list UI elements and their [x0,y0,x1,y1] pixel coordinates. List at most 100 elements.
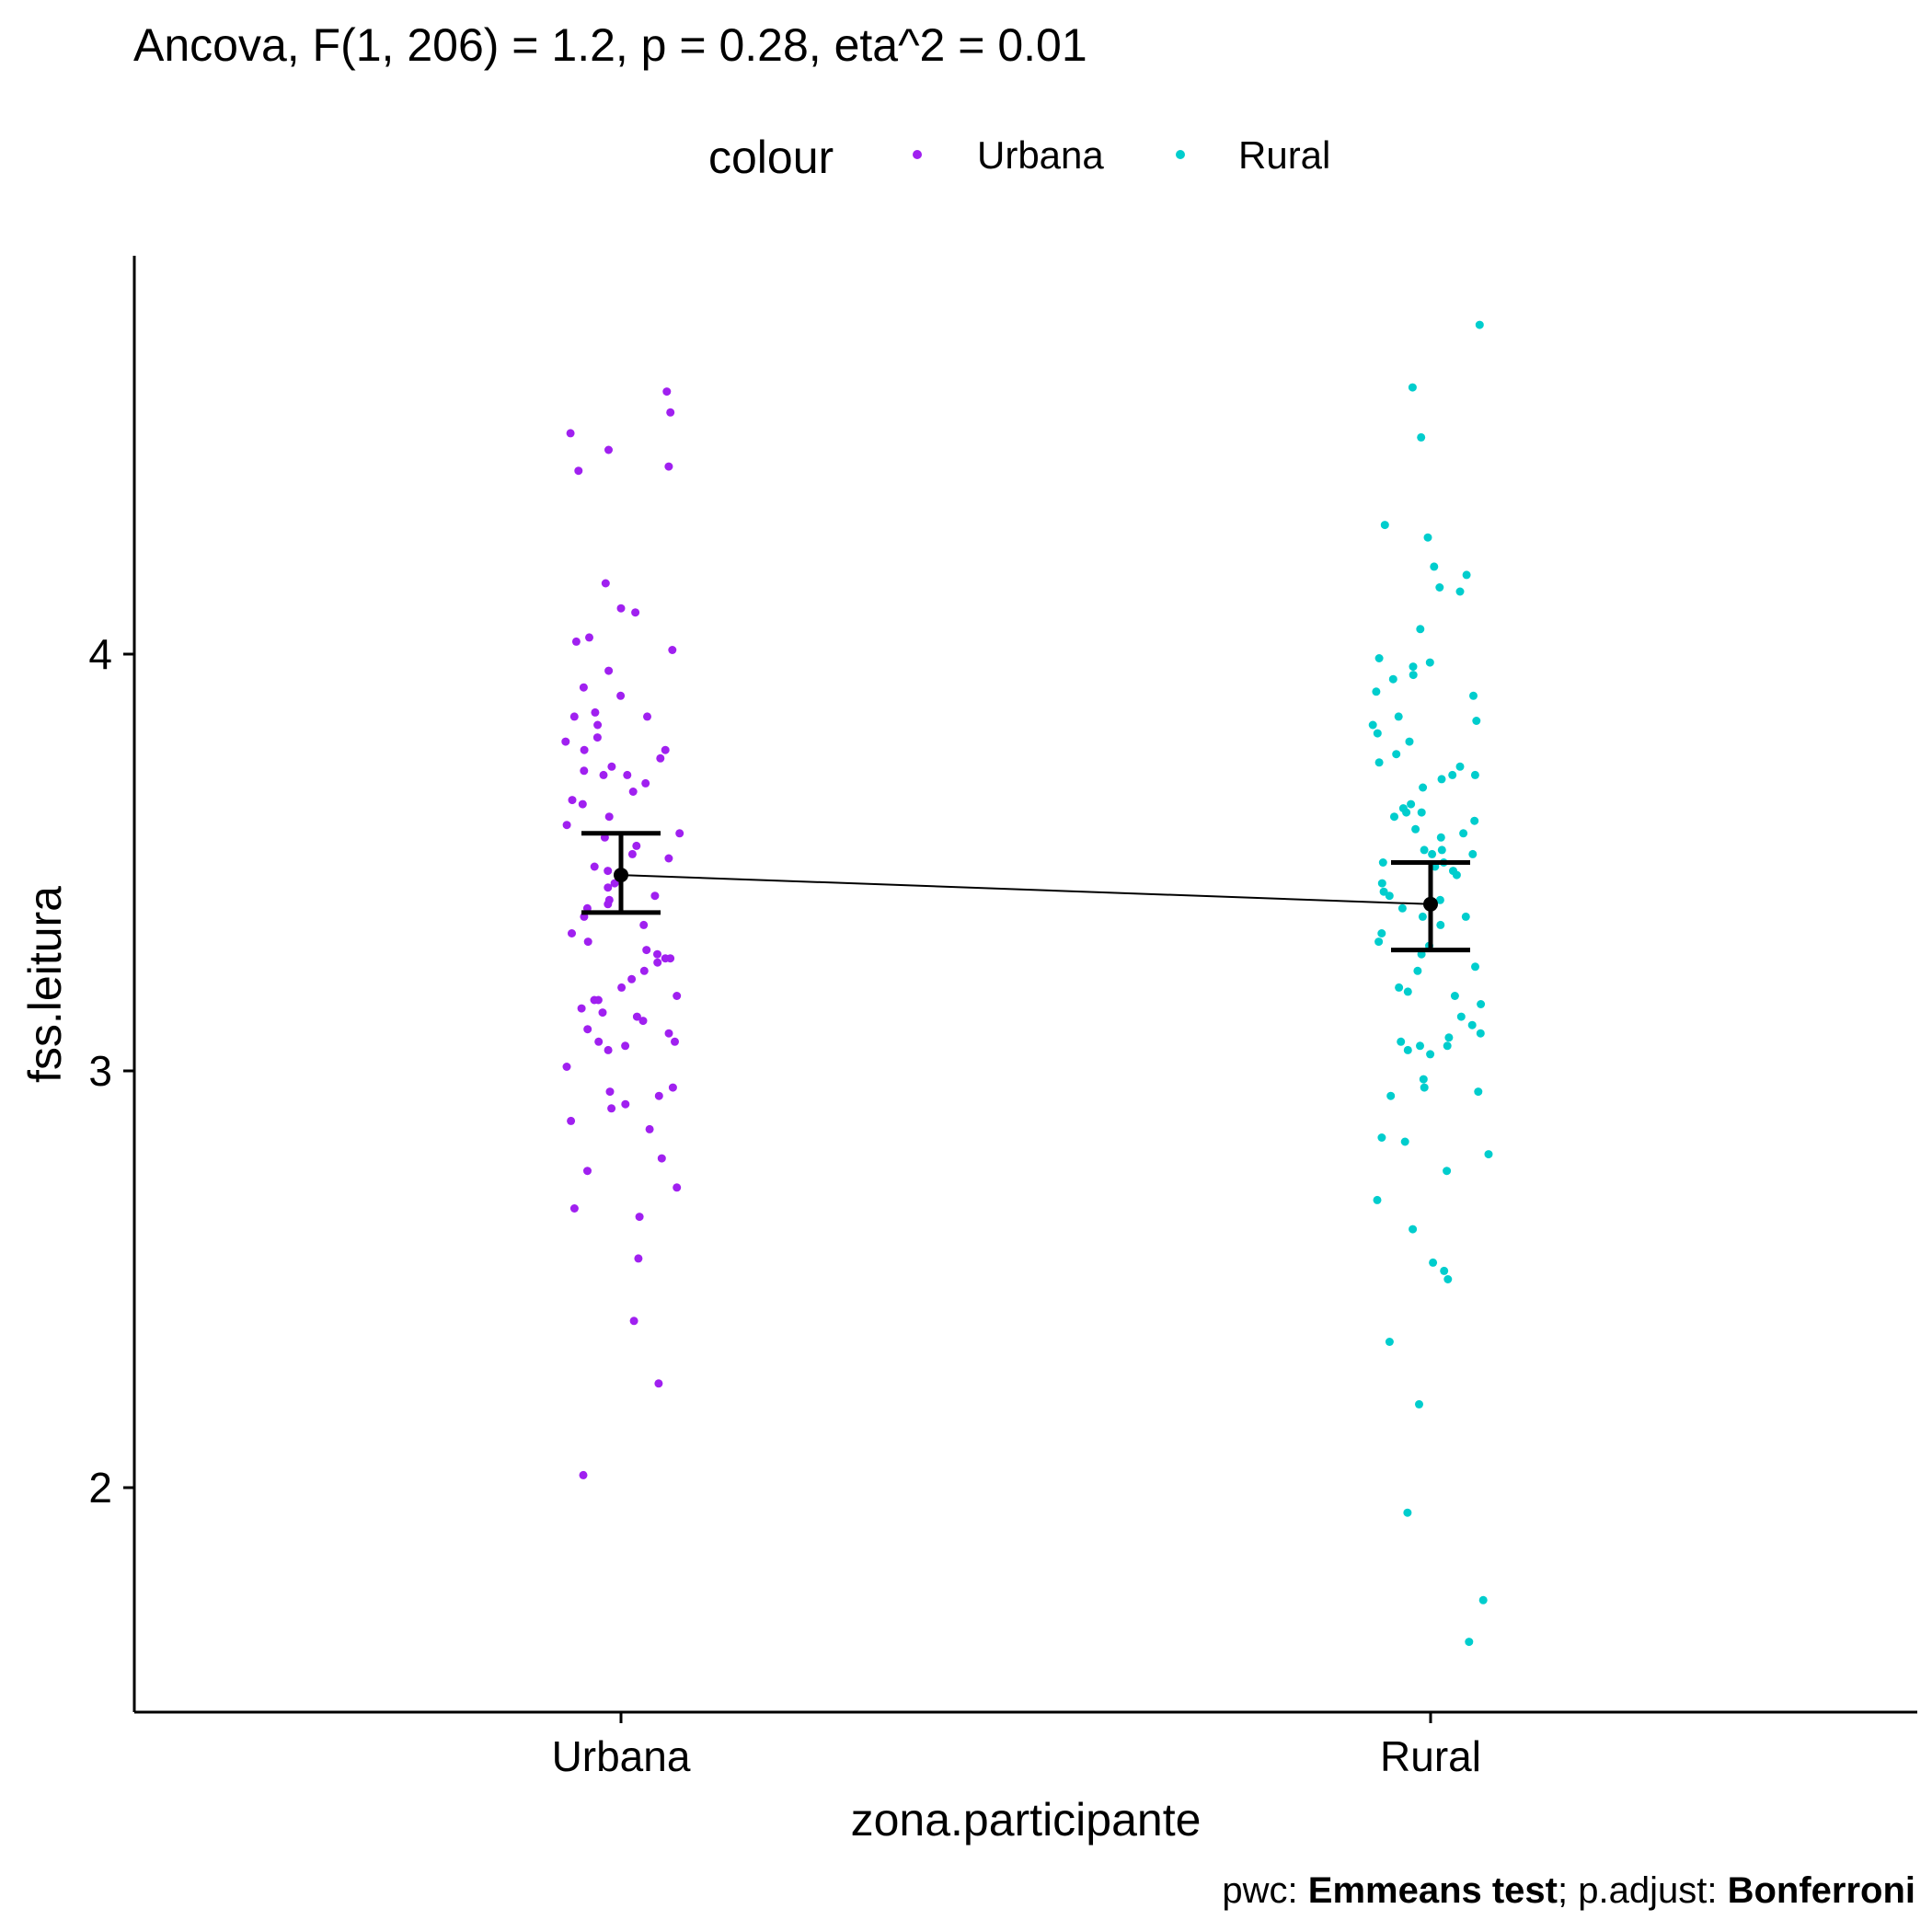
data-point-rural [1423,533,1432,542]
emmean-point-urbana [614,868,628,883]
legend-label-rural: Rural [1238,133,1330,177]
data-point-rural [1411,824,1420,834]
data-point-rural [1374,654,1384,662]
data-point-rural [1450,992,1459,1000]
data-point-rural [1455,762,1465,771]
data-point-rural [1444,1033,1454,1042]
y-axis-ticks: 2 3 4 [88,630,134,1512]
data-point-urbana [654,1091,663,1100]
data-point-rural [1471,962,1479,972]
x-axis-ticks: Urbana Rural [552,1712,1481,1780]
data-point-rural [1373,1195,1382,1204]
data-point-urbana [653,949,661,959]
caption-adjust-label: ; p.adjust: [1558,1870,1728,1911]
data-point-rural [1475,320,1484,329]
data-point-urbana [621,1099,630,1109]
legend-title: colour [708,132,834,183]
data-point-urbana [574,466,583,476]
data-point-urbana [643,712,651,721]
emmeans-layer [581,831,1470,953]
data-point-urbana [604,900,613,909]
data-point-urbana [668,646,677,654]
data-point-rural [1409,662,1418,672]
y-tick-label: 4 [88,630,112,678]
data-point-rural [1379,887,1388,896]
data-point-urbana [664,462,673,471]
data-point-rural [1418,912,1427,921]
legend-label-urbana: Urbana [977,133,1104,177]
data-point-urbana [632,841,641,850]
data-point-urbana [675,829,684,838]
legend-key-urbana [913,150,922,159]
data-point-urbana [666,408,675,417]
data-point-rural [1413,966,1422,975]
data-point-rural [1405,737,1414,746]
data-point-rural [1436,833,1445,842]
data-point-urbana [635,1213,644,1222]
data-point-rural [1409,671,1418,680]
data-point-rural [1436,920,1445,929]
data-point-rural [1374,937,1384,947]
data-point-rural [1456,1012,1466,1021]
data-point-rural [1386,1091,1396,1100]
data-point-rural [1385,1338,1394,1346]
data-point-rural [1416,1041,1424,1051]
data-point-urbana [621,1041,630,1051]
data-point-urbana [653,958,662,967]
data-point-rural [1443,1167,1452,1176]
caption-pwc-label: pwc: [1222,1870,1307,1911]
data-point-rural [1437,775,1446,784]
data-point-urbana [616,604,626,613]
data-point-rural [1476,1029,1485,1038]
data-point-rural [1462,570,1471,580]
data-point-urbana [571,637,581,646]
data-point-rural [1435,895,1444,904]
data-point-urbana [632,1012,641,1021]
data-point-urbana [641,778,650,788]
data-point-urbana [607,1104,616,1113]
data-point-rural [1435,583,1444,592]
caption: pwc: Emmeans test; p.adjust: Bonferroni [1222,1870,1915,1911]
data-point-rural [1368,720,1377,730]
data-point-urbana [639,920,649,929]
data-point-rural [1397,1037,1406,1046]
data-point-urbana [594,1037,604,1046]
data-point-rural [1402,808,1411,817]
data-point-rural [1452,870,1461,880]
data-point-urbana [598,1008,607,1018]
data-point-rural [1419,783,1428,792]
data-point-rural [1377,1133,1386,1142]
data-point-rural [1377,879,1386,888]
data-point-urbana [638,1017,648,1026]
data-point-urbana [628,788,638,796]
data-point-rural [1470,816,1479,825]
data-point-urbana [585,633,593,642]
data-point-rural [1448,770,1457,779]
data-point-urbana [604,666,614,675]
data-point-urbana [568,929,576,937]
data-point-urbana [631,608,640,617]
data-point-urbana [604,867,613,876]
data-point-urbana [657,1154,666,1163]
data-point-rural [1468,849,1478,858]
data-point-urbana [579,1470,588,1479]
data-point-urbana [610,879,619,888]
data-point-rural [1469,691,1478,700]
data-point-urbana [583,1167,592,1176]
data-point-rural [1443,1275,1453,1283]
legend: colour Urbana Rural [708,132,1330,183]
data-point-urbana [567,1116,576,1125]
data-point-rural [1415,1399,1423,1409]
data-point-rural [1461,912,1470,921]
data-point-urbana [642,946,651,955]
data-point-urbana [607,762,616,771]
data-point-urbana [623,770,632,779]
data-point-urbana [583,1025,592,1034]
data-point-rural [1388,674,1397,684]
caption-adjust-method: Bonferroni [1728,1870,1915,1911]
data-point-rural [1392,750,1401,759]
y-axis-title: fss.leitura [19,886,71,1083]
data-point-urbana [604,445,613,454]
data-point-urbana [629,1317,638,1326]
